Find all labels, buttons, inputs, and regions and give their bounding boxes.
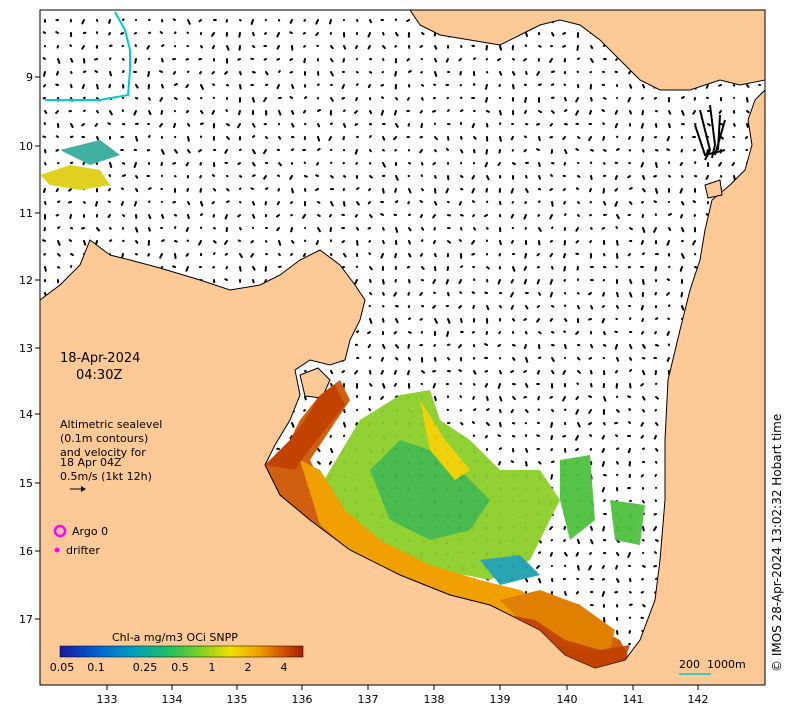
reference-arrowhead-icon — [81, 486, 86, 492]
x-tick-label: 137 — [358, 693, 379, 706]
x-tick-label: 135 — [227, 693, 248, 706]
y-tick-label: 10 — [19, 140, 33, 153]
colorbar-tick-label: 0.25 — [133, 661, 158, 674]
scale-km-label: 200 — [679, 658, 700, 671]
scale-depth-label: 1000m — [707, 658, 746, 671]
marker-legend: Argo 0 drifter — [53, 524, 108, 557]
y-axis-ticks: 9 10 11 12 13 14 15 16 17 — [19, 71, 40, 626]
land — [40, 10, 765, 685]
sealevel-contour — [45, 11, 131, 101]
info-line: 0.5m/s (1kt 12h) — [60, 470, 152, 483]
x-tick-label: 136 — [292, 693, 313, 706]
colorbar-tick-label: 0.1 — [87, 661, 105, 674]
drifter-marker-icon — [54, 547, 60, 553]
x-tick-label: 138 — [424, 693, 445, 706]
x-tick-label: 139 — [490, 693, 511, 706]
x-tick-label: 141 — [623, 693, 644, 706]
date-line-2: 04:30Z — [76, 368, 122, 383]
y-tick-label: 14 — [19, 408, 33, 421]
x-tick-label: 142 — [688, 693, 709, 706]
credit-text: © IMOS 28-Apr-2024 13:02:32 Hobart time — [770, 414, 784, 672]
info-block: Altimetric sealevel (0.1m contours) and … — [60, 418, 162, 492]
info-line: 18 Apr 04Z — [60, 456, 122, 469]
y-tick-label: 9 — [26, 71, 33, 84]
x-tick-label: 133 — [97, 693, 118, 706]
colorbar: Chl-a mg/m3 OCi SNPP 0.05 0.1 0.25 0.5 1 2 4 — [50, 631, 304, 674]
coastal-chlorophyll — [40, 140, 630, 668]
x-tick-label: 134 — [162, 693, 183, 706]
x-axis-ticks: 133 134 135 136 137 138 139 140 141 142 — [97, 685, 709, 706]
scale-bar: 200 1000m — [679, 658, 746, 675]
colorbar-tick-label: 4 — [281, 661, 288, 674]
colorbar-tick-label: 2 — [245, 661, 252, 674]
y-tick-label: 17 — [19, 613, 33, 626]
colorbar-title: Chl-a mg/m3 OCi SNPP — [112, 631, 238, 644]
y-tick-label: 13 — [19, 342, 33, 355]
colorbar-tick-label: 1 — [209, 661, 216, 674]
colorbar-tick-label: 0.05 — [50, 661, 75, 674]
colorbar-tick-label: 0.5 — [171, 661, 189, 674]
y-tick-label: 15 — [19, 477, 33, 490]
info-line: (0.1m contours) — [60, 432, 148, 445]
argo-label: Argo 0 — [72, 525, 108, 538]
drifter-tracks — [694, 104, 726, 161]
x-tick-label: 140 — [557, 693, 578, 706]
drifter-label: drifter — [66, 544, 100, 557]
info-line: Altimetric sealevel — [60, 418, 162, 431]
y-tick-label: 11 — [19, 207, 33, 220]
colorbar-gradient — [59, 645, 304, 658]
date-line-1: 18-Apr-2024 — [60, 351, 140, 366]
y-tick-label: 12 — [19, 274, 33, 287]
y-tick-label: 16 — [19, 545, 33, 558]
argo-marker-icon — [53, 524, 67, 538]
info-line: and velocity for — [60, 446, 146, 459]
